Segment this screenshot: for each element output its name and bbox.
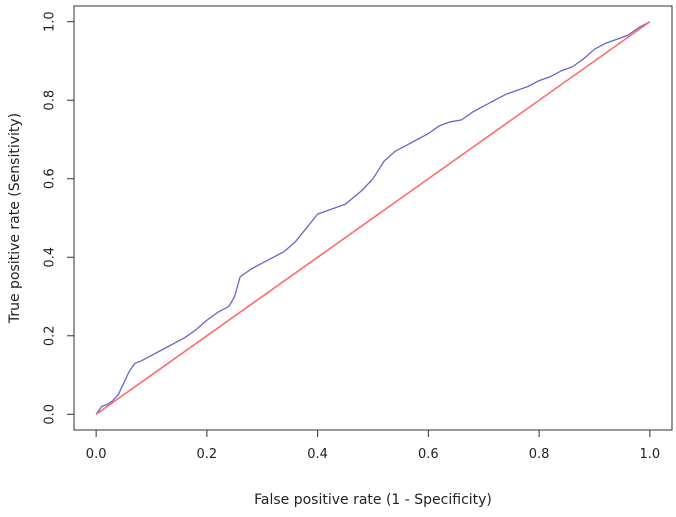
- x-tick-label: 0.8: [529, 447, 550, 462]
- y-tick-label: 0.8: [43, 90, 58, 111]
- x-tick-label: 0.4: [307, 447, 328, 462]
- y-axis: 0.0 0.2 0.4 0.6 0.8 1.0: [43, 11, 74, 425]
- x-axis: 0.0 0.2 0.4 0.6 0.8 1.0: [86, 430, 660, 462]
- series-layer: [95, 21, 651, 415]
- x-axis-title: False positive rate (1 - Specificity): [254, 492, 492, 508]
- y-tick-label: 0.4: [43, 247, 58, 268]
- plot-frame: [73, 5, 673, 431]
- x-tick-label: 1.0: [640, 447, 661, 462]
- x-tick-label: 0.6: [418, 447, 439, 462]
- y-tick-label: 1.0: [43, 11, 58, 32]
- y-tick-label: 0.2: [43, 325, 58, 346]
- reference-diagonal-line: [95, 21, 651, 415]
- roc-curve-line: [95, 21, 651, 415]
- y-tick-label: 0.6: [43, 168, 58, 189]
- y-axis-title: True positive rate (Sensitivity): [7, 113, 23, 324]
- x-tick-label: 0.0: [86, 447, 107, 462]
- x-tick-label: 0.2: [197, 447, 218, 462]
- y-tick-label: 0.0: [43, 404, 58, 425]
